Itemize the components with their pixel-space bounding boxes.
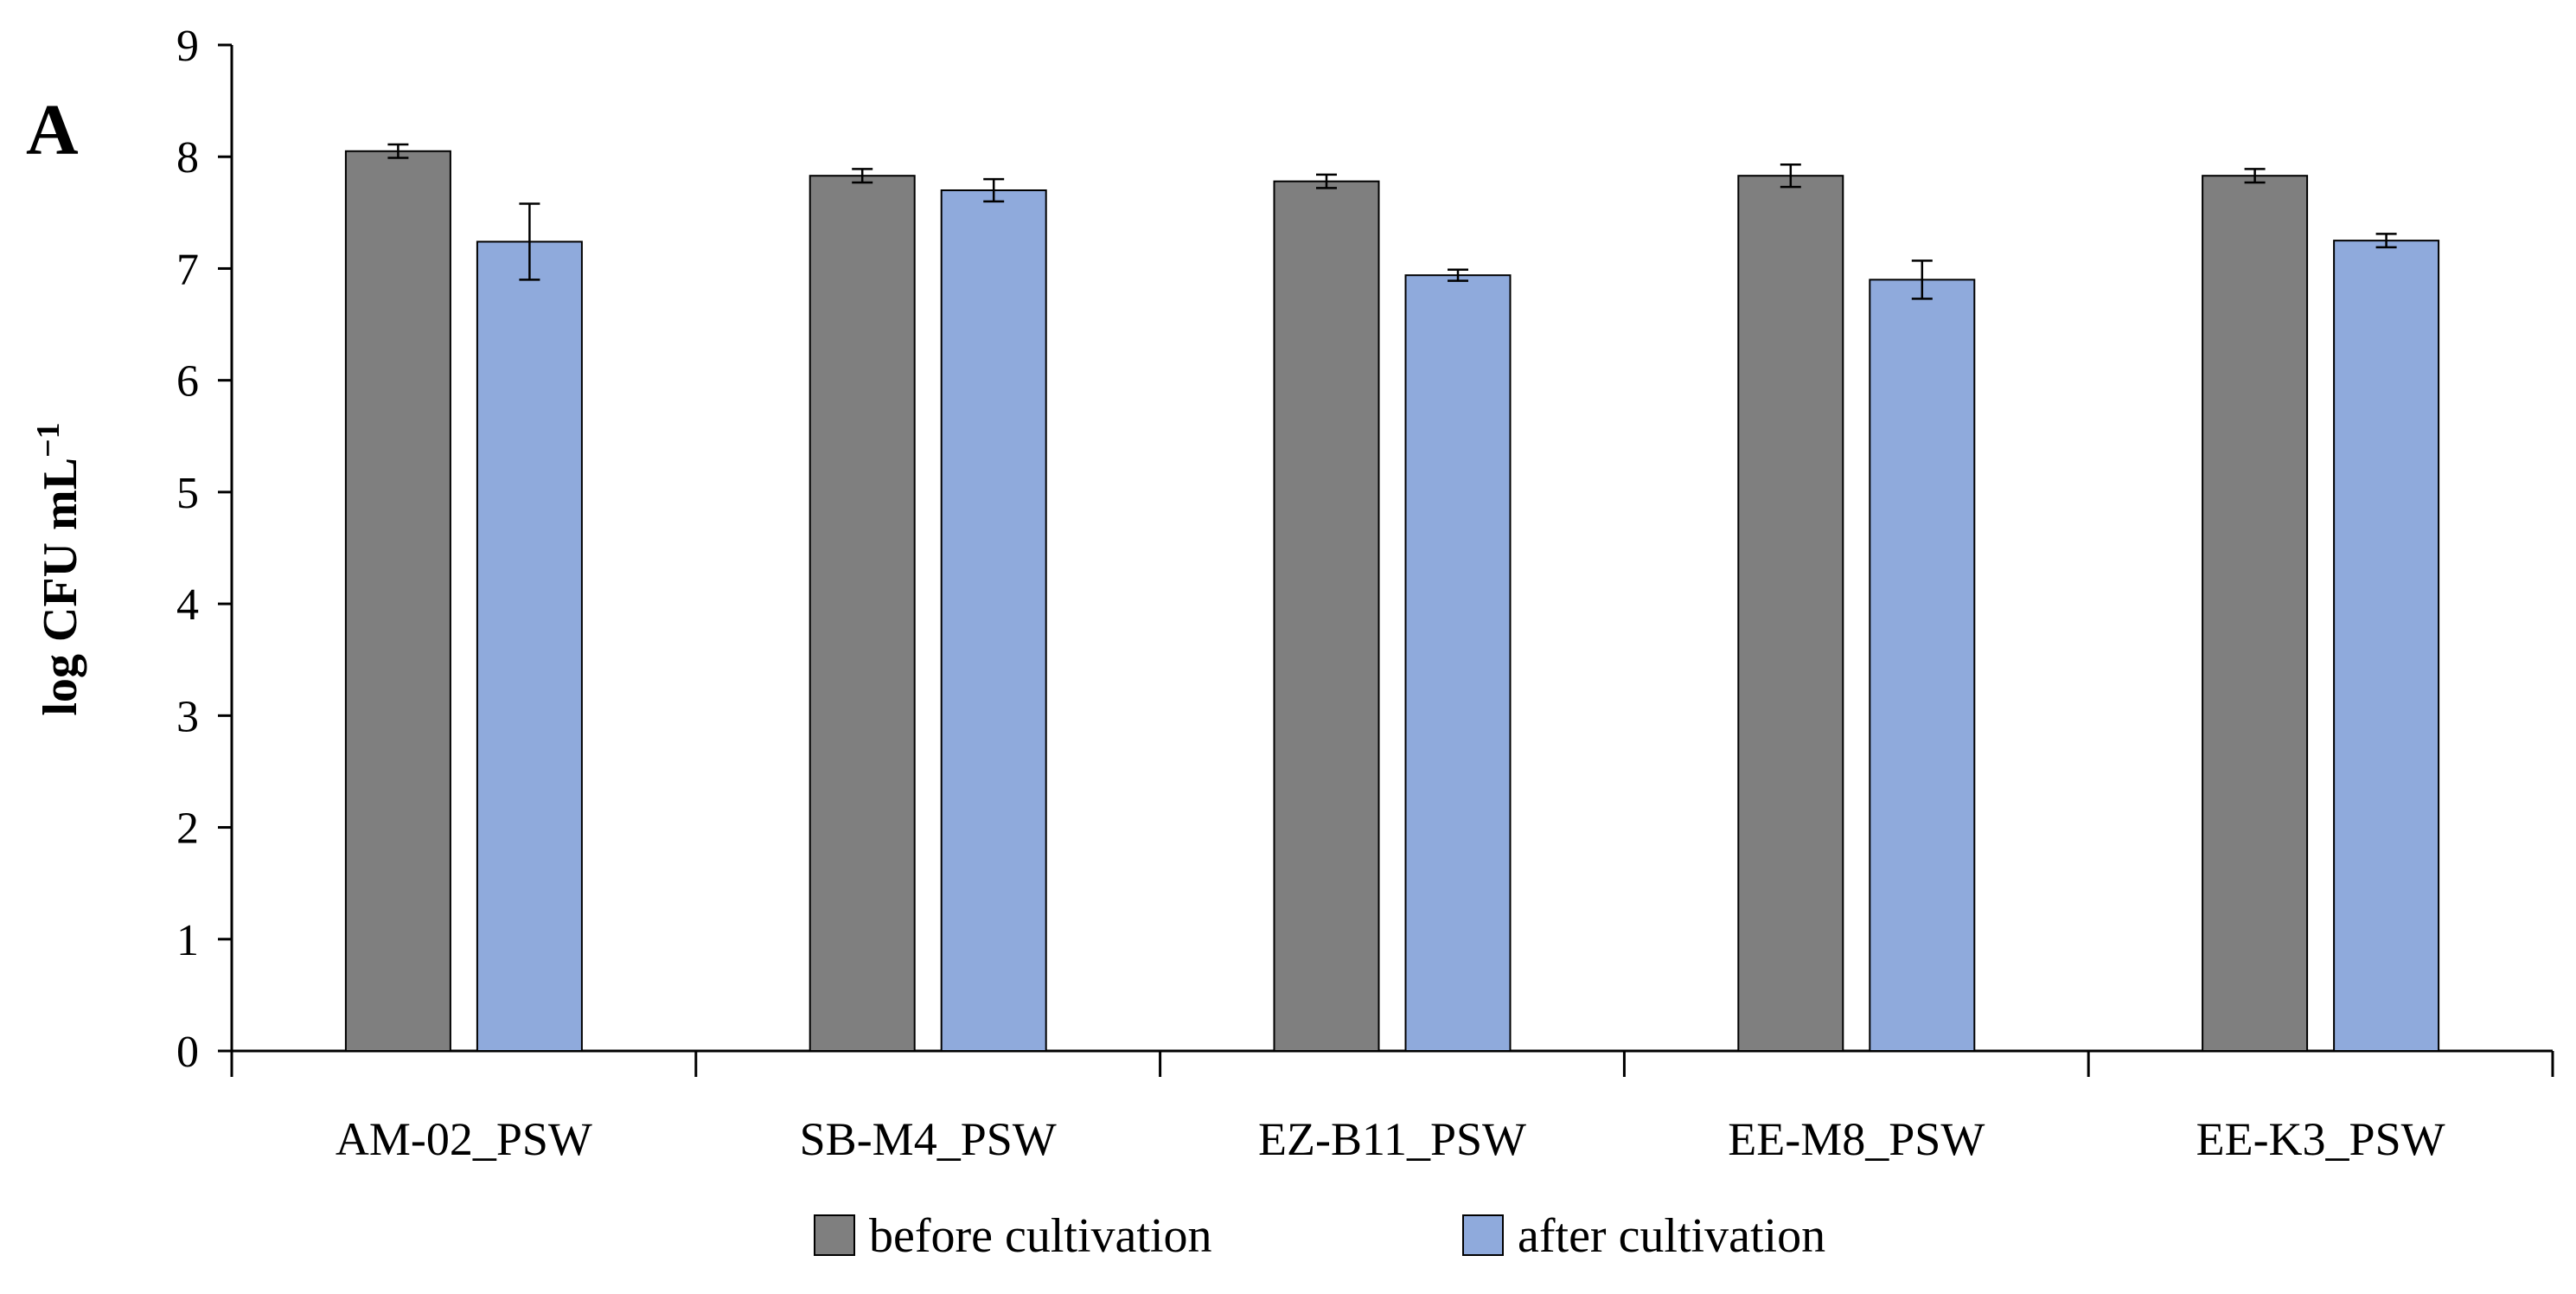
y-tick-label: 9 (176, 22, 199, 71)
plot-area: 0 1 2 3 4 5 6 7 8 9 AM-02_PSW SB-M4_PSW EZ-B11_PSW EE… (176, 22, 2554, 1165)
panel-label: A (26, 90, 79, 170)
x-tick-label: EE-M8_PSW (1728, 1113, 1985, 1165)
y-tick-label: 0 (176, 1028, 199, 1077)
bar (1273, 180, 1380, 1052)
x-tick-label: EZ-B11_PSW (1258, 1113, 1526, 1165)
y-axis-title-superscript: −1 (30, 422, 67, 458)
legend-swatch (814, 1214, 855, 1256)
bar (344, 150, 451, 1052)
bar (940, 189, 1047, 1052)
bar (2202, 175, 2309, 1052)
y-tick-label: 4 (176, 580, 199, 630)
x-tick-label: EE-K3_PSW (2196, 1113, 2445, 1165)
bar (809, 175, 916, 1052)
y-tick-label: 5 (176, 469, 199, 518)
legend-swatch (1462, 1214, 1504, 1256)
y-axis-title-text: log CFU mL (34, 458, 87, 716)
y-tick-label: 7 (176, 245, 199, 294)
y-tick-label: 6 (176, 357, 199, 407)
y-tick-label: 1 (176, 916, 199, 965)
y-axis-title: log CFU mL−1 (30, 422, 87, 715)
y-tick-label: 2 (176, 804, 199, 854)
legend: before cultivation after cultivation (814, 1209, 1825, 1263)
x-tick-label: AM-02_PSW (336, 1113, 592, 1165)
bar (2333, 240, 2440, 1052)
y-tick-label: 3 (176, 692, 199, 741)
x-tick-label: SB-M4_PSW (800, 1113, 1057, 1165)
y-tick-label: 8 (176, 133, 199, 183)
legend-label: before cultivation (869, 1209, 1212, 1263)
bar (1737, 175, 1844, 1052)
bar (1404, 274, 1512, 1053)
bar (1869, 279, 1976, 1053)
legend-label: after cultivation (1518, 1209, 1825, 1263)
bar (476, 240, 583, 1053)
